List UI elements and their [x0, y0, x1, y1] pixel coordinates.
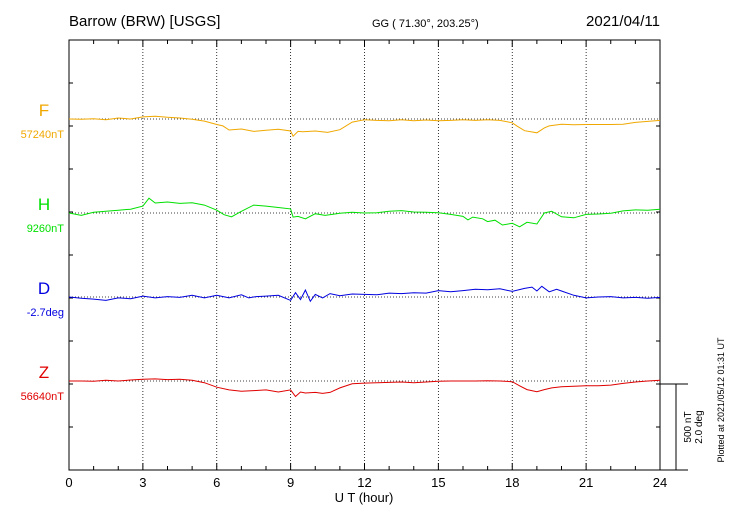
- x-tick-label: 0: [65, 475, 72, 490]
- x-tick-label: 18: [505, 475, 519, 490]
- series-name-z: Z: [39, 363, 49, 382]
- series-line-f: [68, 115, 661, 138]
- y-ticks: [69, 82, 660, 471]
- baseline-label-d: -2.7deg: [27, 307, 64, 319]
- series-name-f: F: [39, 101, 49, 120]
- grid-lines: [69, 40, 660, 470]
- series-line-z: [69, 378, 661, 398]
- date-label: 2021/04/11: [586, 13, 660, 30]
- scale-nt-label: 500 nT: [683, 411, 694, 442]
- x-tick-label: 15: [431, 475, 445, 490]
- baseline-label-h: 9260nT: [27, 223, 65, 235]
- series-group: [68, 115, 661, 398]
- coordinates-label: GG ( 71.30°, 203.25°): [372, 18, 479, 30]
- station-title: Barrow (BRW) [USGS]: [69, 13, 220, 30]
- series-name-h: H: [38, 195, 50, 214]
- x-tick-label: 9: [287, 475, 294, 490]
- baseline-label-f: 57240nT: [21, 129, 65, 141]
- plotted-timestamp: Plotted at 2021/05/12 01:31 UT: [716, 337, 726, 463]
- plot-frame: [68, 39, 661, 471]
- x-axis-label: U T (hour): [335, 490, 394, 505]
- x-tick-label: 21: [579, 475, 593, 490]
- series-line-h: [68, 197, 661, 228]
- series-name-d: D: [38, 279, 50, 298]
- series-line-d: [68, 285, 661, 303]
- series-labels: F 57240nT H 9260nT D -2.7deg Z 56640nT: [21, 101, 65, 403]
- x-tick-label: 6: [213, 475, 220, 490]
- x-tick-label: 3: [139, 475, 146, 490]
- baseline-label-z: 56640nT: [21, 391, 65, 403]
- x-tick-label: 24: [653, 475, 667, 490]
- x-tick-label: 12: [357, 475, 371, 490]
- x-ticks: 0 3 6 9 12 15 18 21 24: [65, 40, 667, 490]
- scale-deg-label: 2.0 deg: [694, 410, 705, 443]
